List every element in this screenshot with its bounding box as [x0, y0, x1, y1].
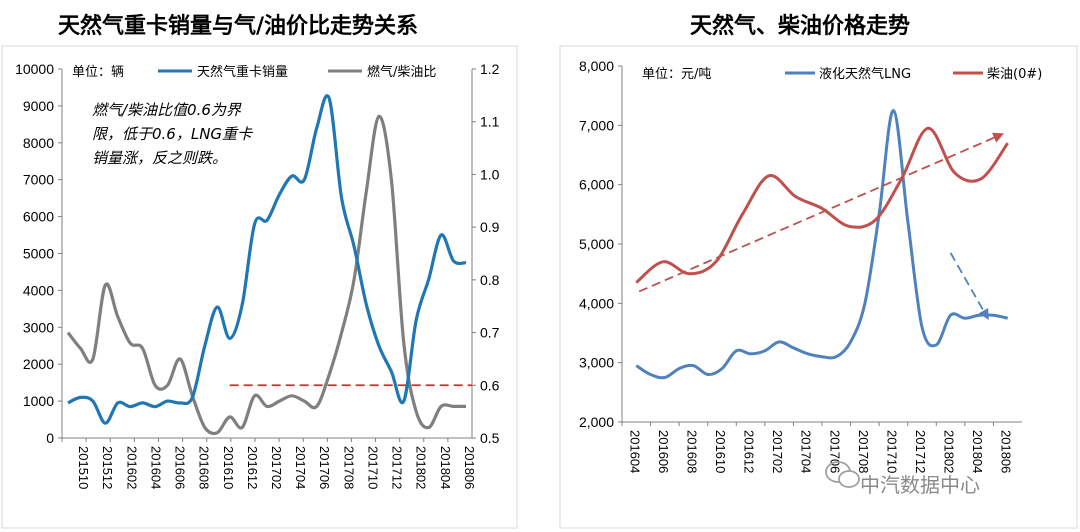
- annotation-line: 销量涨，反之则跌。: [92, 149, 227, 167]
- right-chart-title: 天然气、柴油价格走势: [690, 14, 911, 39]
- x-tick-label: 201804: [970, 430, 985, 473]
- left-y-tick-label: 8000: [23, 135, 54, 151]
- series-line-gas-diesel-ratio: [66, 114, 466, 436]
- y-tick-label: 3,000: [579, 355, 614, 371]
- left-chart-title: 天然气重卡销量与气/油价比走势关系: [58, 14, 419, 39]
- left-y-tick-label: 2000: [23, 356, 54, 372]
- left-y-tick-label: 6000: [23, 209, 54, 225]
- right-y-tick-label: 0.6: [480, 377, 500, 393]
- x-tick-label: 201612: [245, 446, 260, 489]
- x-tick-label: 201604: [148, 446, 163, 489]
- x-tick-label: 201806: [999, 430, 1014, 473]
- x-tick-label: 201802: [942, 430, 957, 473]
- x-tick-label: 201708: [856, 430, 871, 473]
- left-panel-frame: [1, 45, 518, 529]
- y-tick-label: 5,000: [579, 236, 614, 252]
- legend-label-sales: 天然气重卡销量: [197, 64, 288, 80]
- right-y-tick-label: 1.0: [480, 166, 500, 182]
- right-y-tick-label: 0.7: [480, 325, 500, 341]
- legend-label-ratio: 燃气/柴油比: [367, 64, 436, 80]
- y-tick-label: 4,000: [579, 295, 614, 311]
- x-tick-label: 201606: [656, 430, 671, 473]
- series-line-diesel-price: [635, 126, 1009, 284]
- legend-label-lng: 液化天然气LNG: [819, 66, 911, 82]
- x-tick-label: 201712: [913, 430, 928, 473]
- x-tick-label: 201704: [293, 446, 308, 489]
- y-tick-label: 7,000: [579, 117, 614, 133]
- x-tick-label: 201706: [827, 430, 842, 473]
- series-line-lng-price: [635, 108, 1009, 380]
- left-y-tick-label: 4000: [23, 282, 54, 298]
- x-tick-label: 201710: [365, 446, 380, 489]
- left-y-tick-label: 3000: [23, 319, 54, 335]
- right-y-tick-label: 0.8: [480, 272, 500, 288]
- x-tick-label: 201612: [742, 430, 757, 473]
- left-y-tick-label: 7000: [23, 172, 54, 188]
- y-tick-label: 2,000: [579, 414, 614, 430]
- left-y-tick-label: 9000: [23, 98, 54, 114]
- left-y-tick-label: 5000: [23, 246, 54, 262]
- x-tick-label: 201510: [76, 446, 91, 489]
- x-tick-label: 201702: [770, 430, 785, 473]
- series-line-lng-truck-sales: [67, 94, 467, 425]
- x-tick-label: 201608: [684, 430, 699, 473]
- wechat-icon: [825, 461, 860, 488]
- right-y-tick-label: 0.5: [480, 430, 500, 446]
- x-tick-label: 201610: [221, 446, 236, 489]
- trend-arrow: [949, 252, 989, 321]
- watermark-text: 中汽数据中心: [860, 473, 980, 497]
- x-tick-label: 201512: [100, 446, 115, 489]
- unit-label: 单位：辆: [72, 65, 124, 80]
- x-tick-label: 201604: [627, 430, 642, 473]
- x-tick-label: 201610: [713, 430, 728, 473]
- x-tick-label: 201608: [197, 446, 212, 489]
- x-tick-label: 201602: [124, 446, 139, 489]
- right-y-tick-label: 0.9: [480, 219, 500, 235]
- left-y-tick-label: 1000: [23, 393, 54, 409]
- x-tick-label: 201806: [462, 446, 477, 489]
- x-tick-label: 201704: [799, 430, 814, 473]
- x-tick-label: 201802: [414, 446, 429, 489]
- x-tick-label: 201706: [317, 446, 332, 489]
- x-tick-label: 201606: [173, 446, 188, 489]
- y-tick-label: 8,000: [579, 58, 614, 74]
- trend-arrow: [638, 132, 1004, 293]
- right-panel-frame: [559, 45, 1078, 529]
- x-tick-label: 201804: [438, 446, 453, 489]
- y-tick-label: 6,000: [579, 177, 614, 193]
- legend-label-diesel: 柴油(0#): [987, 67, 1042, 82]
- annotation-line: 燃气/柴油比值0.6为界: [92, 101, 242, 119]
- annotation-line: 限，低于0.6，LNG重卡: [92, 125, 254, 143]
- x-tick-label: 201702: [269, 446, 284, 489]
- x-tick-label: 201710: [884, 430, 899, 473]
- left-y-tick-label: 10000: [15, 61, 54, 77]
- x-tick-label: 201708: [341, 446, 356, 489]
- right-y-tick-label: 1.1: [480, 114, 500, 130]
- right-y-tick-label: 1.2: [480, 61, 500, 77]
- left-y-tick-label: 0: [46, 430, 54, 446]
- x-tick-label: 201712: [390, 446, 405, 489]
- unit-label: 单位：元/吨: [642, 67, 711, 82]
- watermark: 中汽数据中心: [825, 461, 980, 497]
